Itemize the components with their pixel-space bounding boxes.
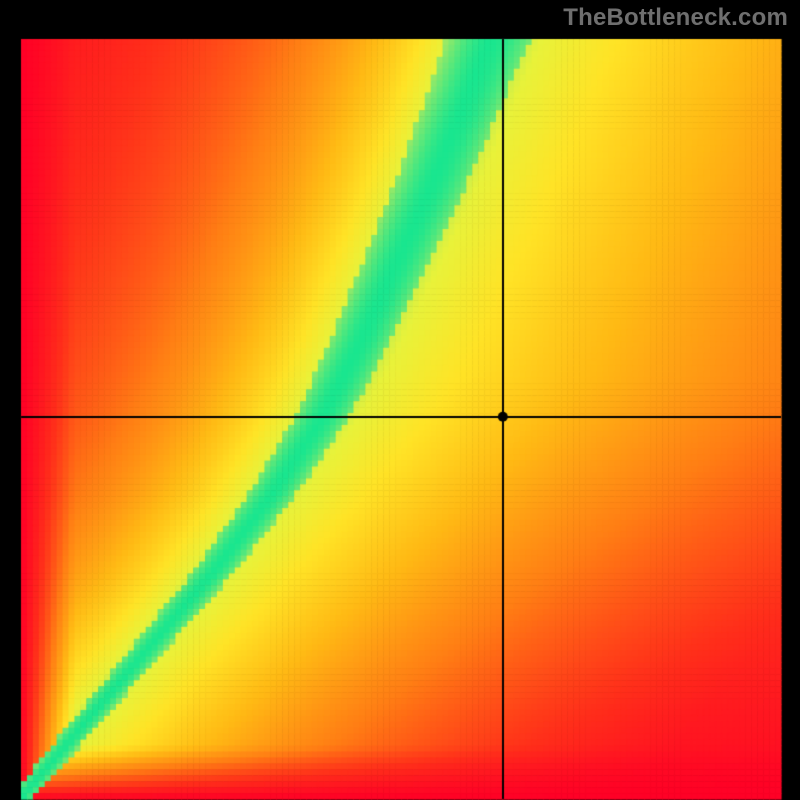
- chart-container: TheBottleneck.com: [0, 0, 800, 800]
- watermark-text: TheBottleneck.com: [563, 4, 788, 32]
- crosshair-overlay: [0, 0, 800, 800]
